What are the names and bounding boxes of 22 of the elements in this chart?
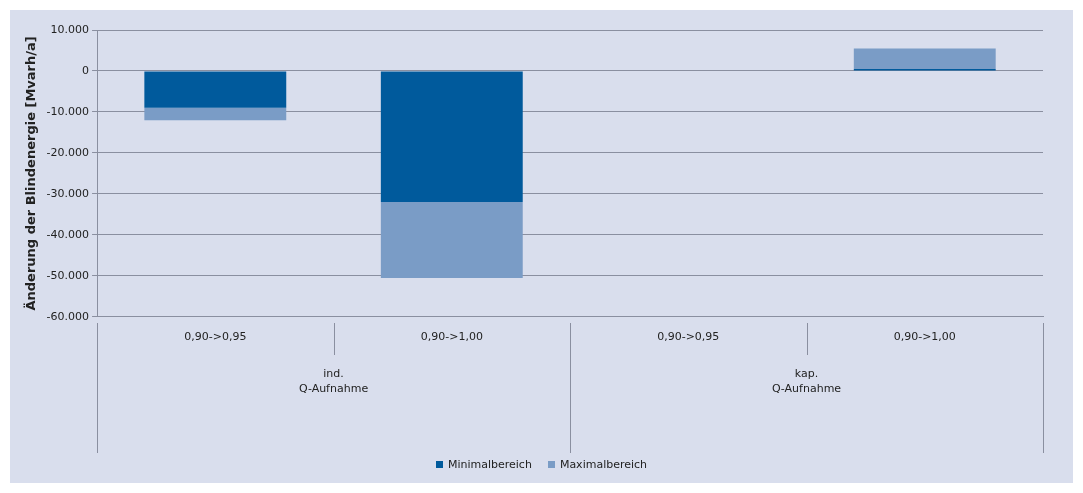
y-tick-label: -60.000 xyxy=(46,309,90,323)
y-tick-label: -50.000 xyxy=(46,268,90,282)
legend-label: Maximalbereich xyxy=(559,458,648,471)
bar xyxy=(144,71,287,108)
y-tick-label: -30.000 xyxy=(46,186,90,200)
y-tick-label: -40.000 xyxy=(46,227,90,241)
legend-label: Minimalbereich xyxy=(447,458,532,471)
text: kap. Q-Aufnahme xyxy=(771,366,842,395)
text: ind. Q-Aufnahme xyxy=(298,366,369,395)
y-axis-title: Änderung der Blindenergie [Mvarh/a] xyxy=(23,36,39,311)
bar xyxy=(380,71,523,203)
y-tick-label: 10.000 xyxy=(50,22,90,36)
x-tick-label: 0,90->1,00 xyxy=(893,330,956,344)
x-tick-label: 0,90->0,95 xyxy=(657,330,720,344)
bar xyxy=(853,48,996,69)
x-tick-label: 0,90->0,95 xyxy=(184,330,247,344)
bar xyxy=(144,107,287,121)
bar xyxy=(380,202,523,278)
x-tick-label: 0,90->1,00 xyxy=(420,330,483,344)
y-tick-label: -10.000 xyxy=(46,104,90,118)
y-tick-label: 0 xyxy=(82,63,90,77)
y-tick-label: -20.000 xyxy=(46,145,90,159)
